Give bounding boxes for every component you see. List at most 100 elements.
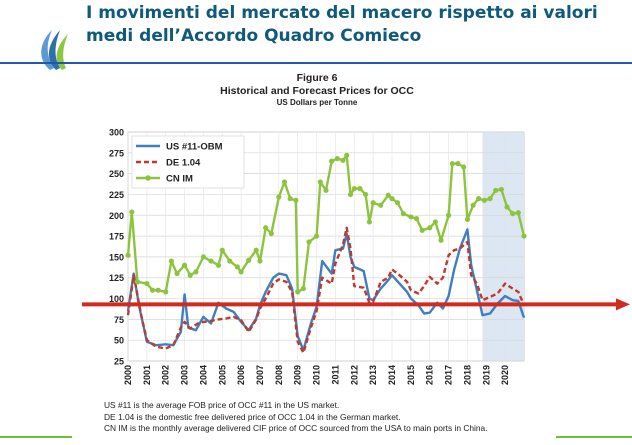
- cn-im-point: [125, 252, 131, 258]
- cn-im-point: [455, 161, 461, 167]
- cn-im-point: [263, 225, 269, 231]
- legend-label-2: CN IM: [166, 174, 193, 185]
- footnote-us: US #11 is the average FOB price of OCC #…: [104, 400, 340, 410]
- cn-im-point: [181, 262, 188, 268]
- cn-im-point: [287, 196, 293, 202]
- occ-price-chart: 25 50 75 100 125 150 175 200 225 250 275 300 2000 200…: [109, 128, 527, 385]
- cn-im-point: [419, 227, 425, 233]
- footnote-de: DE 1.04 is the domestic free delivered p…: [104, 411, 401, 422]
- legend-label-1: DE 1.04: [166, 158, 201, 169]
- cn-im-point: [268, 230, 274, 237]
- cn-im-point: [174, 270, 180, 277]
- cn-im-point: [200, 254, 207, 260]
- cn-im-point: [378, 202, 384, 208]
- cn-im-point: [238, 269, 244, 275]
- cn-im-point: [215, 262, 222, 268]
- x-tick-label: 2001: [142, 365, 152, 385]
- cn-im-point: [363, 191, 369, 198]
- cn-im-point: [464, 216, 471, 223]
- legend-marker: [145, 175, 151, 181]
- cn-im-point: [498, 186, 504, 193]
- cn-im-point: [438, 237, 444, 243]
- legend-label-0: US #11-OBM: [166, 142, 223, 153]
- y-tick-label: 150: [109, 252, 124, 262]
- footnote-cn: CN IM is the monthly average delivered C…: [104, 423, 488, 433]
- cn-im-point: [257, 258, 263, 264]
- x-tick-label: 2005: [217, 365, 227, 385]
- cn-im-point: [281, 179, 288, 185]
- cn-im-point: [295, 289, 301, 295]
- x-tick-label: 2004: [198, 365, 208, 385]
- cn-im-point: [187, 272, 193, 278]
- cn-im-point: [276, 194, 282, 200]
- x-tick-label: 2009: [293, 365, 303, 385]
- y-tick-label: 300: [109, 128, 124, 138]
- x-tick-label: 2015: [406, 365, 416, 385]
- cn-im-point: [163, 289, 169, 295]
- series-line-2: [126, 154, 526, 294]
- x-tick-label: 2017: [444, 365, 454, 385]
- y-tick-label: 50: [114, 336, 124, 346]
- footer-accent-right: [556, 436, 632, 438]
- cn-im-point: [144, 280, 150, 287]
- y-tick-label: 125: [109, 273, 124, 283]
- cn-im-point: [246, 257, 252, 263]
- figure-label: Figure 6: [296, 72, 338, 84]
- x-tick-label: 2018: [462, 365, 472, 385]
- cn-im-point: [208, 258, 214, 264]
- cn-im-point: [293, 197, 299, 203]
- cn-im-point: [227, 258, 233, 264]
- x-tick-label: 2008: [274, 365, 284, 385]
- footnotes: US #11 is the average FOB price of OCC #…: [104, 400, 604, 435]
- title-divider: [0, 62, 632, 64]
- cn-im-point: [351, 186, 357, 192]
- y-tick-label: 275: [109, 148, 124, 158]
- y-tick-label: 250: [109, 169, 124, 179]
- figure-title: Historical and Forecast Prices for OCC: [220, 85, 414, 97]
- cn-im-point: [219, 247, 225, 253]
- cn-im-point: [449, 161, 455, 167]
- cn-im-point: [476, 196, 482, 202]
- cn-im-point: [385, 192, 391, 198]
- cn-im-point: [329, 158, 335, 164]
- cn-im-point: [515, 210, 521, 216]
- x-tick-label: 2000: [123, 365, 133, 385]
- cn-im-point: [317, 179, 323, 185]
- cn-im-point: [504, 204, 510, 210]
- cn-im-point: [313, 233, 320, 239]
- x-tick-label: 2013: [368, 365, 378, 385]
- series-line-1: [126, 226, 526, 354]
- slide-title: I movimenti del mercato del macero rispe…: [86, 3, 598, 46]
- cn-im-point: [347, 191, 354, 198]
- y-tick-label: 75: [114, 315, 124, 325]
- x-tick-label: 2006: [236, 365, 246, 385]
- x-tick-label: 2011: [330, 365, 340, 385]
- cn-im-point: [470, 202, 476, 208]
- cn-im-point: [521, 233, 527, 239]
- cn-im-point: [357, 186, 363, 192]
- cn-im-point: [149, 287, 156, 293]
- cn-im-point: [334, 156, 340, 162]
- cn-im-point: [413, 216, 420, 222]
- cn-im-point: [306, 239, 312, 245]
- cn-im-point: [344, 152, 350, 158]
- x-tick-label: 2016: [425, 365, 435, 385]
- cn-im-point: [134, 279, 141, 285]
- cn-im-point: [323, 187, 329, 193]
- cn-im-point: [445, 212, 452, 218]
- series-line-0: [126, 228, 526, 352]
- cn-im-point: [493, 187, 499, 193]
- y-tick-label: 175: [109, 232, 124, 242]
- y-tick-label: 25: [114, 357, 124, 367]
- x-tick-label: 2014: [387, 365, 397, 385]
- cn-im-point: [408, 214, 414, 220]
- cn-im-point: [366, 219, 372, 225]
- cn-im-point: [155, 287, 161, 293]
- cn-im-point: [461, 164, 467, 170]
- legend-box: [131, 135, 245, 189]
- logo-icon: [41, 30, 68, 70]
- cn-im-point: [395, 200, 401, 206]
- cn-im-point: [481, 197, 487, 203]
- footer-accent-left: [0, 436, 72, 438]
